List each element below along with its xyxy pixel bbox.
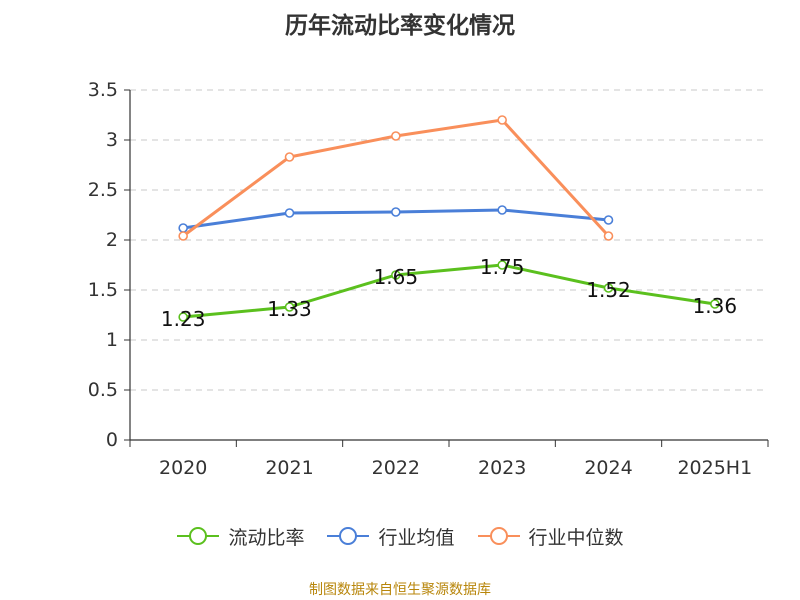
source-footer: 制图数据来自恒生聚源数据库 [309, 582, 491, 598]
series-point-0 [497, 260, 507, 270]
x-tick-label: 2020 [159, 457, 207, 479]
series-point-0 [178, 312, 188, 322]
x-tick-label: 2023 [478, 457, 526, 479]
data-label: 1.23 [161, 307, 206, 331]
y-tick-label: 0 [106, 429, 118, 451]
legend-label: 流动比率 [228, 526, 305, 549]
legend-label: 行业中位数 [528, 526, 624, 549]
series-point-2 [497, 115, 507, 125]
legend: 流动比率 行业均值 行业中位数 [0, 520, 800, 552]
legend-circle [339, 527, 358, 545]
series-point-0 [603, 283, 614, 293]
legend-item-2[interactable]: 行业中位数 [477, 523, 624, 550]
y-tick-label: 1 [106, 329, 118, 351]
x-tick-label: 2022 [372, 457, 420, 479]
series-point-0 [391, 270, 401, 280]
series-point-0 [710, 299, 720, 309]
series-point-1 [178, 223, 188, 233]
x-axis-ticks: 2020 2021 2022 2023 2024 2025H1 [129, 440, 769, 479]
y-tick-label: 2.5 [88, 179, 118, 201]
x-tick-label: 2025H1 [677, 457, 752, 479]
data-labels: 1.23 1.33 1.65 1.75 1.52 1.36 [161, 255, 737, 331]
y-tick-label: 1.5 [88, 279, 118, 301]
legend-item-0[interactable]: 流动比率 [176, 523, 304, 550]
series-points [178, 115, 720, 322]
legend-item-1[interactable]: 行业均值 [326, 523, 455, 550]
x-tick-label: 2021 [265, 457, 313, 479]
chart-title: 历年流动比率变化情况 [285, 13, 515, 39]
series-point-0 [284, 302, 295, 312]
legend-label: 行业均值 [378, 526, 455, 549]
y-tick-label: 3.5 [88, 79, 118, 101]
data-label: 1.36 [693, 294, 738, 318]
series-point-1 [284, 208, 295, 218]
data-label: 1.52 [586, 278, 631, 302]
legend-marker-icon [177, 527, 220, 545]
series-point-1 [391, 207, 401, 217]
legend-circle [489, 527, 508, 545]
series-point-2 [603, 231, 614, 241]
series-lines [181, 118, 717, 319]
series-point-2 [284, 152, 295, 162]
y-tick-label: 0.5 [88, 379, 118, 401]
series-point-1 [603, 215, 614, 225]
series-point-1 [497, 205, 507, 215]
y-tick-label: 3 [106, 129, 118, 151]
legend-marker-icon [477, 527, 520, 545]
series-point-2 [391, 131, 401, 141]
series-line-0 [181, 263, 717, 319]
data-label: 1.75 [480, 255, 525, 279]
data-label: 1.33 [267, 297, 312, 321]
data-label: 1.65 [374, 265, 419, 289]
series-point-2 [178, 231, 188, 241]
y-tick-label: 2 [106, 229, 118, 251]
x-tick-label: 2024 [584, 457, 632, 479]
legend-circle [189, 527, 208, 545]
gridlines [130, 89, 768, 391]
axes [129, 90, 768, 441]
legend-marker-icon [327, 527, 370, 545]
y-axis-ticks: 0 0.5 1 1.5 2 2.5 3 3.5 [88, 79, 130, 451]
